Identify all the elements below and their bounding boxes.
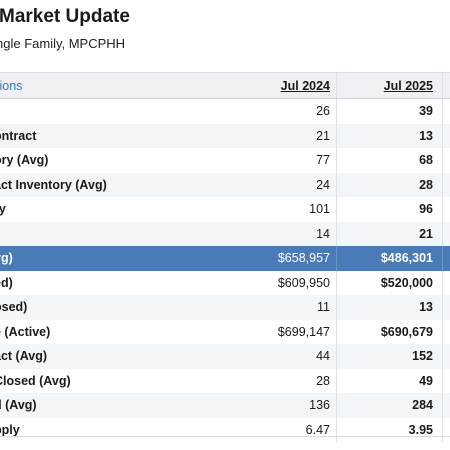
column-divider <box>336 221 337 246</box>
table-row: d (Avg) 136 284 <box>0 393 450 418</box>
report-subtitle: ngle Family, MPCPHH <box>0 36 126 51</box>
column-divider <box>442 368 443 393</box>
column-header-jul-2025[interactable]: Jul 2025 <box>383 78 433 93</box>
column-header-jul-2024[interactable]: Jul 2024 <box>280 78 330 93</box>
column-divider <box>336 197 337 222</box>
row-value-jul-2025: 96 <box>419 202 433 217</box>
column-divider <box>442 270 443 295</box>
row-value-jul-2024: 11 <box>317 300 330 315</box>
row-value-jul-2025: 13 <box>419 128 433 143</box>
row-label: d (Avg) <box>0 398 37 413</box>
column-divider <box>442 123 443 148</box>
row-value-jul-2025: 49 <box>419 373 433 388</box>
table-bottom-divider <box>0 436 450 437</box>
column-divider <box>336 246 337 271</box>
row-value-jul-2025: 28 <box>419 177 433 192</box>
row-value-jul-2024: 28 <box>316 373 330 388</box>
column-divider <box>336 319 337 344</box>
row-value-jul-2025: $690,679 <box>380 324 433 339</box>
column-divider <box>336 123 337 148</box>
row-label: e (Active) <box>0 324 51 339</box>
column-divider <box>336 344 337 369</box>
row-label: act (Avg) <box>0 349 48 364</box>
row-value-jul-2025: 3.95 <box>408 422 433 437</box>
column-divider <box>442 221 443 246</box>
report-title: Market Update <box>0 6 130 27</box>
table-row: pply 6.47 3.95 <box>0 417 450 442</box>
row-value-jul-2025: 284 <box>412 398 433 413</box>
table-row: 26 39 <box>0 99 450 124</box>
row-value-jul-2024: $658,957 <box>277 251 330 266</box>
column-divider <box>336 368 337 393</box>
row-value-jul-2025: 13 <box>419 300 433 315</box>
column-divider <box>442 319 443 344</box>
header-label-link[interactable]: tions <box>0 78 23 93</box>
row-value-jul-2024: 44 <box>316 349 330 364</box>
row-value-jul-2025: 39 <box>419 104 433 119</box>
row-label: act Inventory (Avg) <box>0 177 107 192</box>
table-row-highlighted[interactable]: vg) $658,957 $486,301 <box>0 246 450 271</box>
row-label: vg) <box>0 251 13 266</box>
row-value-jul-2024: 101 <box>309 202 330 217</box>
column-divider <box>336 417 337 442</box>
column-divider <box>336 172 337 197</box>
column-divider <box>336 148 337 173</box>
row-value-jul-2025: $486,301 <box>380 251 433 266</box>
column-divider <box>442 148 443 173</box>
table-row: ed) $609,950 $520,000 <box>0 270 450 295</box>
row-value-jul-2024: 14 <box>316 226 330 241</box>
column-divider <box>442 73 443 98</box>
row-value-jul-2024: 77 <box>316 153 330 168</box>
market-table: tions Jul 2024 Jul 2025 26 39 ontract 21… <box>0 72 450 442</box>
row-value-jul-2025: 68 <box>419 153 433 168</box>
table-row: act (Avg) 44 152 <box>0 344 450 369</box>
row-value-jul-2024: 6.47 <box>305 422 330 437</box>
table-row: ory (Avg) 77 68 <box>0 148 450 173</box>
table-row: ontract 21 13 <box>0 123 450 148</box>
column-divider <box>336 270 337 295</box>
table-row: osed) 11 13 <box>0 295 450 320</box>
row-label: pply <box>0 422 20 437</box>
row-label: ed) <box>0 275 13 290</box>
column-divider <box>442 172 443 197</box>
row-value-jul-2024: $609,950 <box>277 275 330 290</box>
column-divider <box>336 295 337 320</box>
row-label: Closed (Avg) <box>0 373 71 388</box>
table-header-row: tions Jul 2024 Jul 2025 <box>0 72 450 99</box>
column-divider <box>336 393 337 418</box>
row-value-jul-2024: 136 <box>309 398 330 413</box>
row-value-jul-2024: 26 <box>316 104 330 119</box>
column-divider <box>442 197 443 222</box>
column-divider <box>442 344 443 369</box>
column-divider <box>442 99 443 124</box>
column-divider <box>336 73 337 98</box>
row-value-jul-2025: $520,000 <box>380 275 433 290</box>
table-row: 14 21 <box>0 221 450 247</box>
table-row: act Inventory (Avg) 24 28 <box>0 172 450 197</box>
row-label: ory (Avg) <box>0 153 49 168</box>
row-value-jul-2025: 21 <box>419 226 433 241</box>
row-value-jul-2024: 24 <box>316 177 330 192</box>
column-divider <box>442 295 443 320</box>
row-value-jul-2025: 152 <box>412 349 433 364</box>
row-label: osed) <box>0 300 28 315</box>
column-divider <box>442 393 443 418</box>
row-label <box>0 99 244 124</box>
table-row: ry 101 96 <box>0 197 450 222</box>
row-value-jul-2024: $699,147 <box>277 324 330 339</box>
column-divider <box>442 417 443 442</box>
row-label: ontract <box>0 128 37 143</box>
column-divider <box>442 246 443 271</box>
table-row: Closed (Avg) 28 49 <box>0 368 450 393</box>
column-divider <box>336 99 337 124</box>
table-row: e (Active) $699,147 $690,679 <box>0 319 450 344</box>
row-value-jul-2024: 21 <box>316 128 330 143</box>
row-label <box>0 222 244 247</box>
row-label: ry <box>0 202 6 217</box>
